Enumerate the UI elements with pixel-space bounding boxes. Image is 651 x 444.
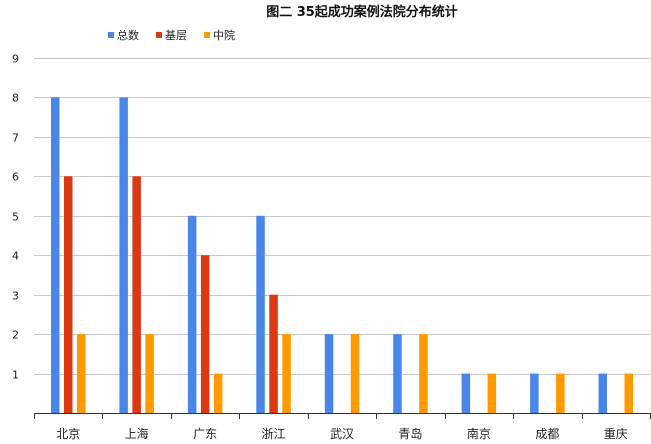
bar-total: [530, 373, 539, 413]
bar-total: [461, 373, 471, 413]
y-tick-label: 8: [12, 92, 19, 105]
chart-title: 图二 35起成功案例法院分布统计: [266, 4, 458, 20]
y-tick-label: 2: [12, 329, 19, 342]
bar-intermediate: [419, 334, 428, 413]
bar-total: [393, 334, 402, 413]
x-category-label: 青岛: [398, 426, 422, 441]
x-category-label: 北京: [56, 427, 80, 441]
x-category-label: 浙江: [262, 427, 286, 441]
bar-total: [187, 215, 197, 413]
legend-label: 总数: [117, 28, 139, 42]
bar-total: [119, 97, 128, 414]
bar-intermediate: [145, 334, 154, 413]
bar-total: [256, 215, 265, 413]
x-category-label: 广东: [193, 427, 217, 441]
y-tick-label: 9: [12, 53, 19, 66]
y-tick-label: 1: [12, 369, 19, 382]
y-tick-label: 4: [12, 250, 19, 263]
y-tick-label: 7: [12, 132, 19, 145]
x-category-label: 上海: [125, 426, 149, 441]
bar-intermediate: [556, 373, 565, 413]
bar-intermediate: [77, 334, 86, 413]
legend-label: 中院: [213, 28, 235, 42]
bar-intermediate: [213, 373, 223, 413]
x-category-label: 重庆: [604, 427, 628, 441]
legend: 总数 基层 中院: [108, 28, 235, 42]
legend-swatch: [156, 32, 162, 38]
y-tick-label: 6: [12, 171, 19, 184]
x-category-label: 成都: [535, 427, 559, 441]
x-category-label: 武汉: [330, 427, 354, 441]
bar-intermediate: [487, 373, 497, 413]
bar-intermediate: [350, 334, 360, 413]
bar-basic: [269, 294, 278, 413]
bar-intermediate: [282, 334, 291, 413]
bar-basic: [132, 176, 141, 413]
bar-basic: [64, 176, 73, 413]
bars: [51, 97, 633, 414]
bar-total: [324, 334, 334, 413]
bar-intermediate: [624, 373, 633, 413]
bar-total: [51, 97, 60, 414]
legend-label: 基层: [165, 29, 187, 42]
y-tick-label: 5: [12, 211, 19, 224]
y-axis-ticks: 1 2 3 4 5 6 7 8 9: [12, 53, 19, 382]
bar-total: [598, 373, 607, 413]
y-tick-label: 3: [12, 290, 19, 303]
legend-swatch: [108, 32, 114, 38]
bar-basic: [200, 255, 210, 413]
x-category-label: 南京: [467, 426, 491, 441]
legend-swatch: [204, 32, 210, 38]
x-axis: 北京 上海 广东 浙江 武汉 青岛 南京 成都 重庆: [34, 413, 651, 441]
